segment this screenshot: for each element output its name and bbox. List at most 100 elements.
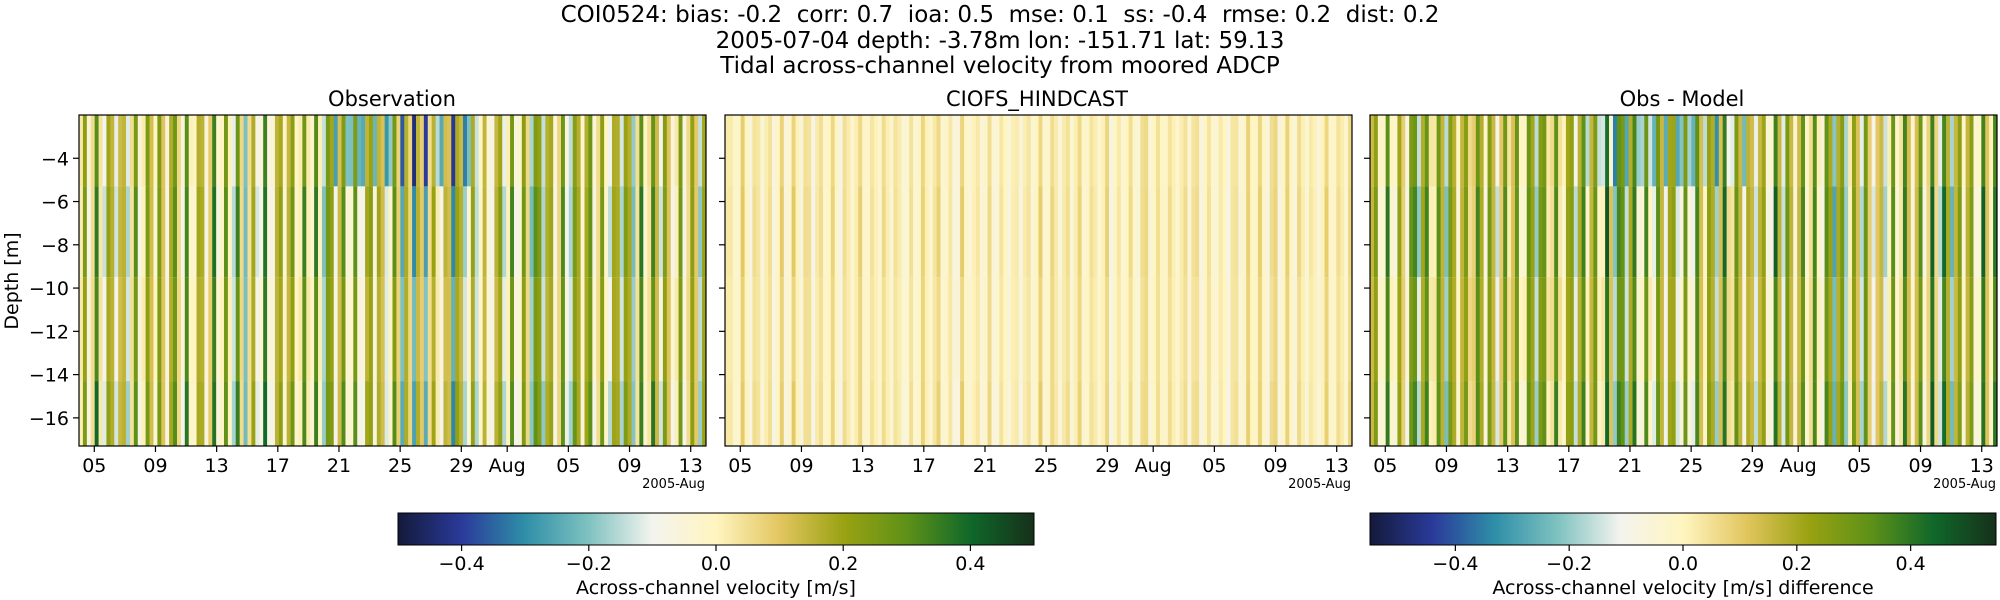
heatmap-cell xyxy=(525,186,531,278)
heatmap-cell xyxy=(662,381,668,446)
heatmap-cell xyxy=(1413,277,1418,382)
heatmap-cell xyxy=(1565,277,1571,382)
heatmap-cell xyxy=(702,277,707,382)
heatmap-cell xyxy=(1652,277,1657,382)
heatmap-cell xyxy=(1132,277,1137,382)
heatmap-cell xyxy=(1844,186,1849,278)
heatmap-cell xyxy=(1808,277,1814,382)
heatmap-cell xyxy=(188,186,194,278)
heatmap-cell xyxy=(764,277,769,382)
heatmap-cell xyxy=(752,277,757,382)
heatmap-cell xyxy=(1989,186,1994,278)
heatmap-cell xyxy=(850,115,855,187)
heatmap-cell xyxy=(1820,381,1825,446)
heatmap-cell xyxy=(627,277,632,382)
heatmap-cell xyxy=(341,381,346,446)
heatmap-cell xyxy=(1518,277,1524,382)
heatmap-cell xyxy=(545,381,550,446)
heatmap-cell xyxy=(1101,115,1106,187)
x-tick-label: 17 xyxy=(912,455,936,477)
heatmap-cell xyxy=(349,115,354,187)
heatmap-cell xyxy=(114,381,119,446)
heatmap-cell xyxy=(1230,115,1235,187)
heatmap-cell xyxy=(1659,277,1665,382)
heatmap-cell xyxy=(1632,186,1637,278)
heatmap-cell xyxy=(1475,277,1481,382)
heatmap-cell xyxy=(388,115,393,187)
heatmap-cell xyxy=(568,186,574,278)
heatmap-cell xyxy=(517,277,523,382)
heatmap-cell xyxy=(361,381,366,446)
heatmap-cell xyxy=(1777,277,1782,382)
y-tick-label: −8 xyxy=(41,235,69,257)
heatmap-cell xyxy=(1867,277,1872,382)
heatmap-cell xyxy=(795,277,800,382)
heatmap-cell xyxy=(1250,115,1255,187)
heatmap-cell xyxy=(858,115,863,187)
heatmap-cell xyxy=(1495,277,1500,382)
heatmap-cell xyxy=(1156,381,1161,446)
heatmap-cell xyxy=(1144,186,1149,278)
heatmap-cell xyxy=(1018,115,1024,187)
heatmap-cell xyxy=(180,186,186,278)
heatmap-cell xyxy=(1667,277,1673,382)
heatmap-cell xyxy=(846,186,851,278)
heatmap-cell xyxy=(490,381,495,446)
heatmap-cell xyxy=(1207,115,1212,187)
heatmap-cell xyxy=(858,381,863,446)
heatmap-cell xyxy=(1324,381,1329,446)
heatmap-cell xyxy=(1503,115,1508,187)
heatmap-cell xyxy=(1301,277,1306,382)
heatmap-cell xyxy=(1609,277,1614,382)
heatmap-cell xyxy=(1993,186,1998,278)
heatmap-cell xyxy=(169,277,174,382)
colorbar-tick-label: 0.4 xyxy=(1896,553,1926,575)
heatmap-cell xyxy=(698,277,703,382)
heatmap-cell xyxy=(1738,381,1743,446)
heatmap-cell xyxy=(1348,186,1353,278)
heatmap-cell xyxy=(251,277,256,382)
heatmap-cell xyxy=(1891,115,1896,187)
heatmap-cell xyxy=(466,186,472,278)
heatmap-cell xyxy=(826,277,832,382)
heatmap-cell xyxy=(1938,277,1943,382)
heatmap-cell xyxy=(1003,381,1008,446)
heatmap-cell xyxy=(1424,381,1430,446)
heatmap-cell xyxy=(1879,381,1884,446)
heatmap-cell xyxy=(1471,186,1477,278)
colorbar-tick-label: 0.4 xyxy=(955,553,985,575)
heatmap-cell xyxy=(1859,277,1865,382)
heatmap-cell xyxy=(1487,381,1492,446)
heatmap-cell xyxy=(682,277,687,382)
heatmap-cell xyxy=(79,115,84,187)
heatmap-cell xyxy=(255,186,260,278)
heatmap-cell xyxy=(1828,277,1833,382)
heatmap-cell xyxy=(615,186,621,278)
heatmap-cell xyxy=(1269,115,1275,187)
heatmap-cell xyxy=(1242,115,1247,187)
heatmap-cell xyxy=(141,115,147,187)
heatmap-cell xyxy=(1867,186,1872,278)
heatmap-cell xyxy=(1801,277,1806,382)
heatmap-cell xyxy=(576,186,581,278)
y-tick-label: −14 xyxy=(29,365,69,387)
heatmap-cell xyxy=(1942,277,1947,382)
heatmap-cell xyxy=(220,381,225,446)
heatmap-cell xyxy=(655,186,660,278)
heatmap-cell xyxy=(400,381,405,446)
heatmap-cell xyxy=(948,381,953,446)
heatmap-cell xyxy=(1848,277,1853,382)
heatmap-cell xyxy=(400,277,405,382)
heatmap-cell xyxy=(1769,186,1775,278)
heatmap-cell xyxy=(1144,115,1149,187)
heatmap-cell xyxy=(294,115,299,187)
heatmap-cell xyxy=(118,115,123,187)
heatmap-cell xyxy=(1265,186,1271,278)
heatmap-cell xyxy=(1922,277,1927,382)
heatmap-cell xyxy=(1793,277,1798,382)
heatmap-cell xyxy=(944,186,949,278)
heatmap-cell xyxy=(419,381,425,446)
heatmap-cell xyxy=(439,186,444,278)
heatmap-cell xyxy=(1546,381,1551,446)
heatmap-cell xyxy=(1207,186,1212,278)
